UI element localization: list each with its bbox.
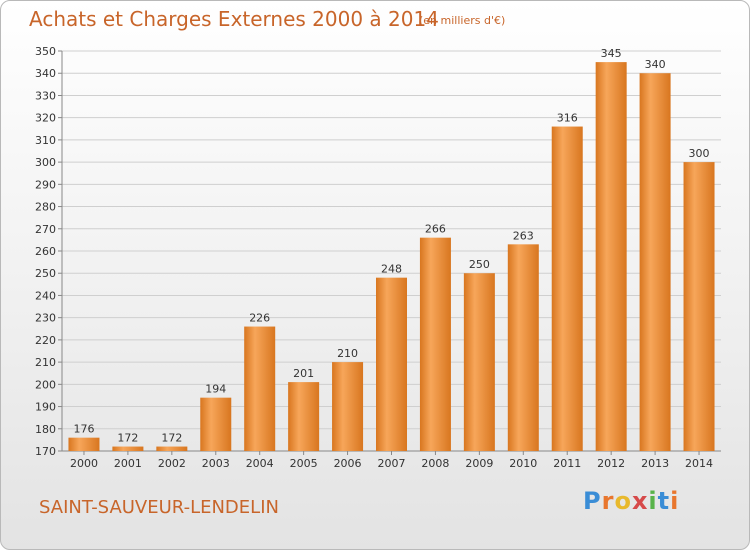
x-tick-label: 2014 — [685, 457, 713, 470]
commune-name: SAINT-SAUVEUR-LENDELIN — [39, 497, 279, 518]
y-tick-label: 280 — [35, 201, 56, 214]
bar — [376, 277, 407, 451]
bar-value-label: 201 — [293, 367, 314, 380]
bar-value-label: 176 — [73, 423, 94, 436]
y-tick-label: 210 — [35, 356, 56, 369]
bar — [683, 162, 715, 451]
y-tick-label: 330 — [35, 89, 56, 102]
bar — [639, 73, 671, 451]
y-tick-label: 220 — [35, 334, 56, 347]
bar-value-label: 300 — [689, 147, 710, 160]
y-tick-label: 200 — [35, 378, 56, 391]
x-tick-label: 2001 — [114, 457, 142, 470]
bar-value-label: 248 — [381, 263, 402, 276]
x-tick-label: 2004 — [246, 457, 274, 470]
bar-value-label: 172 — [161, 432, 182, 445]
y-tick-label: 320 — [35, 112, 56, 125]
x-tick-label: 2000 — [70, 457, 98, 470]
bar — [244, 326, 276, 451]
chart-title: Achats et Charges Externes 2000 à 2014 — [29, 7, 439, 31]
bar — [463, 273, 495, 451]
bar-value-label: 250 — [469, 258, 490, 271]
y-tick-label: 290 — [35, 178, 56, 191]
proxiti-logo: Proxiti — [583, 487, 680, 515]
y-tick-label: 180 — [35, 423, 56, 436]
y-tick-label: 170 — [35, 445, 56, 458]
bar-value-label: 345 — [601, 47, 622, 60]
bar — [112, 446, 144, 451]
bar — [68, 437, 100, 451]
x-tick-label: 2012 — [597, 457, 625, 470]
y-tick-label: 350 — [35, 45, 56, 58]
bar-value-label: 226 — [249, 312, 270, 325]
bar-value-label: 316 — [557, 112, 578, 125]
bar-value-label: 263 — [513, 229, 534, 242]
x-tick-label: 2008 — [421, 457, 449, 470]
x-tick-label: 2003 — [202, 457, 230, 470]
bar — [332, 362, 364, 451]
bar — [595, 62, 627, 451]
bar-value-label: 266 — [425, 223, 446, 236]
y-tick-label: 250 — [35, 267, 56, 280]
x-tick-label: 2011 — [553, 457, 581, 470]
bar — [419, 237, 451, 451]
bar — [288, 382, 320, 451]
x-tick-label: 2009 — [465, 457, 493, 470]
x-tick-label: 2013 — [641, 457, 669, 470]
y-tick-label: 230 — [35, 312, 56, 325]
chart-subtitle: (en milliers d'€) — [419, 14, 506, 27]
bar-value-label: 340 — [645, 58, 666, 71]
x-tick-label: 2002 — [158, 457, 186, 470]
y-tick-label: 340 — [35, 67, 56, 80]
x-tick-label: 2010 — [509, 457, 537, 470]
bar-value-label: 194 — [205, 383, 226, 396]
bar — [507, 244, 539, 451]
y-tick-label: 310 — [35, 134, 56, 147]
y-tick-label: 260 — [35, 245, 56, 258]
y-tick-label: 300 — [35, 156, 56, 169]
x-tick-label: 2005 — [290, 457, 318, 470]
y-tick-label: 270 — [35, 223, 56, 236]
y-tick-label: 190 — [35, 401, 56, 414]
y-tick-label: 240 — [35, 289, 56, 302]
bar-value-label: 210 — [337, 347, 358, 360]
x-tick-label: 2007 — [378, 457, 406, 470]
bar — [200, 397, 232, 451]
x-tick-label: 2006 — [334, 457, 362, 470]
bar-value-label: 172 — [117, 432, 138, 445]
bar — [551, 126, 583, 452]
bar — [156, 446, 188, 451]
